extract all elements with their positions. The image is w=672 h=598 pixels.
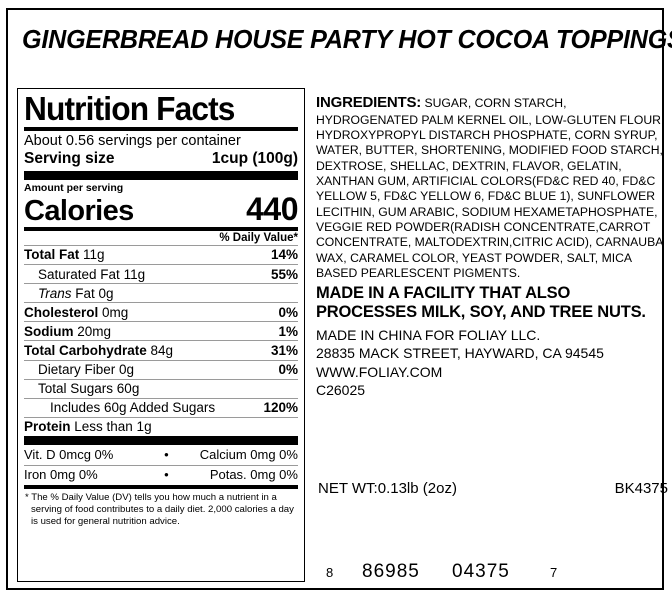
net-weight: NET WT:0.13lb (2oz) <box>318 480 457 497</box>
micronutrient-row: Iron 0mg 0% • Potas. 0mg 0% <box>24 466 298 486</box>
nutrient-name: Cholesterol 0mg <box>24 304 129 320</box>
nutrient-row-divider <box>24 359 298 361</box>
page-title: GINGERBREAD HOUSE PARTY HOT COCOA TOPPIN… <box>22 26 672 54</box>
manufacturer-address: 28835 MACK STREET, HAYWARD, CA 94545 <box>316 345 604 362</box>
nutrient-name: Sodium 20mg <box>24 323 112 339</box>
manufacturer-website: WWW.FOLIAY.COM <box>316 363 443 380</box>
divider-thick-top <box>24 171 298 181</box>
nutrient-row: Total Fat 11g 14% <box>24 246 298 264</box>
ingredients-label: INGREDIENTS: <box>316 94 422 111</box>
nutrient-row-divider <box>24 397 298 399</box>
net-weight-row: NET WT:0.13lb (2oz) BK4375 <box>318 480 668 497</box>
micronutrient-left: Iron 0mg 0% <box>24 467 98 483</box>
nutrient-row-divider <box>24 264 298 266</box>
sku-code: BK4375 <box>614 480 668 497</box>
right-column: INGREDIENTS: SUGAR, CORN STARCH, HYDROGE… <box>316 94 668 400</box>
barcode-check-digit: 7 <box>550 565 559 580</box>
calories-row: Calories 440 <box>24 191 298 228</box>
ingredients-paragraph: INGREDIENTS: SUGAR, CORN STARCH, HYDROGE… <box>316 94 668 281</box>
nutrient-row-divider <box>24 416 298 418</box>
micronutrient-row: Vit. D 0mcg 0% • Calcium 0mg 0% <box>24 445 298 465</box>
barcode-left-group: 86985 <box>362 561 420 582</box>
calories-value: 440 <box>246 191 298 228</box>
nutrient-row: Total Carbohydrate 84g 31% <box>24 341 298 359</box>
micronutrient-right: Potas. 0mg 0% <box>209 467 298 483</box>
daily-value-header: % Daily Value* <box>219 231 298 244</box>
divider-above-footnote <box>24 485 298 490</box>
manufacturer-origin: MADE IN CHINA FOR FOLIAY LLC. <box>316 326 541 343</box>
nutrient-name: Saturated Fat 11g <box>38 266 146 282</box>
nutrient-name: Includes 60g Added Sugars <box>50 400 216 416</box>
serving-size-label: Serving size <box>24 150 115 168</box>
micronutrient-right: Calcium 0mg 0% <box>199 446 298 462</box>
nutrient-name: Total Carbohydrate 84g <box>24 342 174 358</box>
micronutrient-separator: • <box>164 467 169 483</box>
nutrient-name: Protein Less than 1g <box>24 419 152 435</box>
nutrient-name: Dietary Fiber 0g <box>38 362 135 378</box>
nutrient-daily-value: 0% <box>278 304 298 320</box>
nutrient-daily-value: 31% <box>270 342 298 358</box>
divider-under-calories <box>24 226 298 231</box>
nutrient-name: Total Sugars 60g <box>38 381 140 397</box>
servings-per-container: About 0.56 servings per container <box>24 133 241 150</box>
nutrient-row-divider <box>24 302 298 304</box>
nutrient-daily-value: 55% <box>270 266 298 282</box>
nutrient-row: Total Sugars 60g <box>24 380 298 398</box>
nutrient-name: Total Fat 11g <box>24 247 105 263</box>
nutrient-row: Sodium 20mg 1% <box>24 322 298 340</box>
micronutrient-left: Vit. D 0mcg 0% <box>24 446 114 462</box>
nutrient-daily-value: 120% <box>263 400 298 416</box>
nutrient-row-list: Total Fat 11g 14% Saturated Fat 11g 55% Tran… <box>24 244 298 436</box>
barcode: 8 86985 04375 7 <box>326 506 566 592</box>
nutrient-row-divider <box>24 283 298 285</box>
micronutrient-separator: • <box>164 446 169 462</box>
divider-under-heading <box>24 127 298 132</box>
nutrient-name: Trans Fat 0g <box>38 285 114 301</box>
nutrient-row-divider <box>24 321 298 323</box>
nutrient-row: Saturated Fat 11g 55% <box>24 265 298 283</box>
manufacturer-code: C26025 <box>316 382 366 399</box>
amount-per-serving-label: Amount per serving <box>24 182 124 195</box>
nutrient-row: Trans Fat 0g <box>24 284 298 302</box>
ingredients-text: SUGAR, CORN STARCH, HYDROGENATED PALM KE… <box>316 96 665 280</box>
barcode-lead-digit: 8 <box>326 565 335 580</box>
nutrient-row-divider <box>24 340 298 342</box>
nutrient-daily-value: 0% <box>278 362 298 378</box>
nutrient-row-divider <box>24 244 298 246</box>
barcode-right-group: 04375 <box>452 561 510 582</box>
nutrient-row: Dietary Fiber 0g 0% <box>24 361 298 379</box>
label-page: GINGERBREAD HOUSE PARTY HOT COCOA TOPPIN… <box>6 8 672 592</box>
nutrient-row-divider <box>24 378 298 380</box>
nutrient-daily-value: 14% <box>270 247 298 263</box>
nutrition-facts-heading: Nutrition Facts <box>24 90 235 127</box>
allergen-statement: MADE IN A FACILITY THAT ALSO PROCESSES M… <box>316 284 646 322</box>
divider-thick-bottom <box>24 436 298 445</box>
micronutrient-divider <box>24 464 298 466</box>
serving-size-row: Serving size 1cup (100g) <box>24 150 298 171</box>
nutrient-row: Protein Less than 1g <box>24 418 298 436</box>
daily-value-footnote: * The % Daily Value (DV) tells you how m… <box>25 492 294 528</box>
nutrient-row: Includes 60g Added Sugars 120% <box>24 399 298 417</box>
manufacturer-block: MADE IN CHINA FOR FOLIAY LLC. 28835 MACK… <box>316 326 668 400</box>
serving-size-value: 1cup (100g) <box>211 150 298 168</box>
nutrient-daily-value: 1% <box>278 323 298 339</box>
micronutrient-list: Vit. D 0mcg 0% • Calcium 0mg 0% Iron 0mg 0%… <box>24 445 298 485</box>
nutrient-row: Cholesterol 0mg 0% <box>24 303 298 321</box>
calories-label: Calories <box>24 195 134 228</box>
nutrition-facts-panel: Nutrition Facts About 0.56 servings per … <box>17 88 305 582</box>
